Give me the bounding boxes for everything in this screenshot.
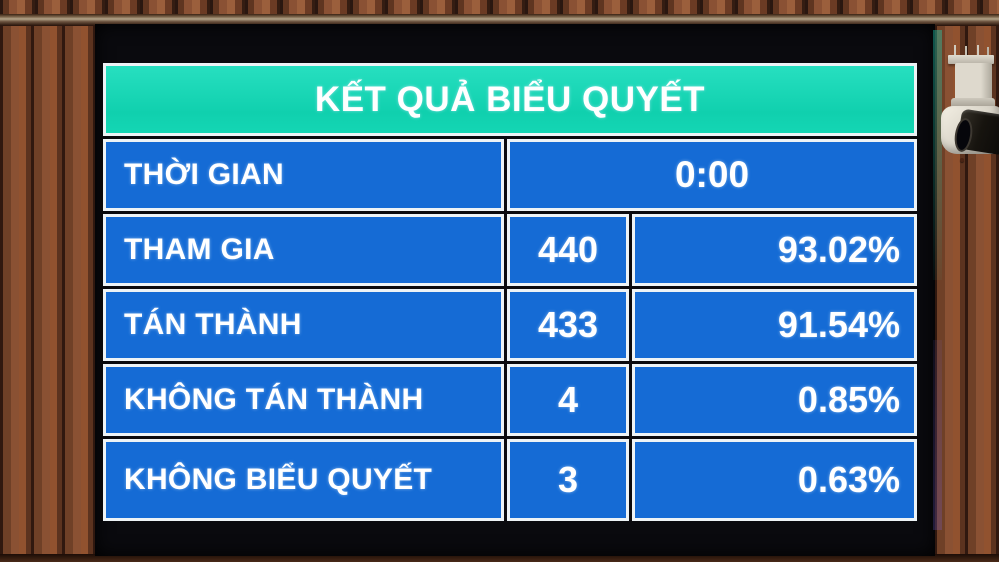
- wood-column-left: [0, 26, 96, 562]
- row-value-thoi-gian: 0:00: [507, 139, 917, 211]
- row-label-tham-gia: THAM GIA: [103, 214, 504, 286]
- row-percent-tan-thanh: 91.54%: [632, 289, 917, 361]
- row-label-tan-thanh: TÁN THÀNH: [103, 289, 504, 361]
- row-count-tham-gia: 440: [507, 214, 629, 286]
- row-count-khong-tan-thanh: 4: [507, 364, 629, 436]
- camera-bracket-arm: [955, 63, 992, 100]
- row-percent-khong-bieu-quyet: 0.63%: [632, 439, 917, 521]
- row-percent-khong-tan-thanh: 0.85%: [632, 364, 917, 436]
- row-label-thoi-gian: THỜI GIAN: [103, 139, 504, 211]
- voting-results-board: KẾT QUẢ BIỂU QUYẾT THỜI GIAN 0:00 THAM G…: [103, 63, 917, 521]
- wood-horizontal-rail: [0, 14, 999, 27]
- row-label-khong-tan-thanh: KHÔNG TÁN THÀNH: [103, 364, 504, 436]
- row-count-tan-thanh: 433: [507, 289, 629, 361]
- camera-mount-pins: [954, 45, 956, 55]
- wood-strip-bottom: [0, 554, 999, 562]
- row-count-khong-bieu-quyet: 3: [507, 439, 629, 521]
- camera-mount-plate: [948, 55, 994, 64]
- security-camera: [938, 42, 999, 162]
- wall-screw: [960, 158, 964, 162]
- row-percent-tham-gia: 93.02%: [632, 214, 917, 286]
- board-title: KẾT QUẢ BIỂU QUYẾT: [103, 63, 917, 136]
- row-label-khong-bieu-quyet: KHÔNG BIỂU QUYẾT: [103, 439, 504, 521]
- camera-neck: [951, 98, 995, 109]
